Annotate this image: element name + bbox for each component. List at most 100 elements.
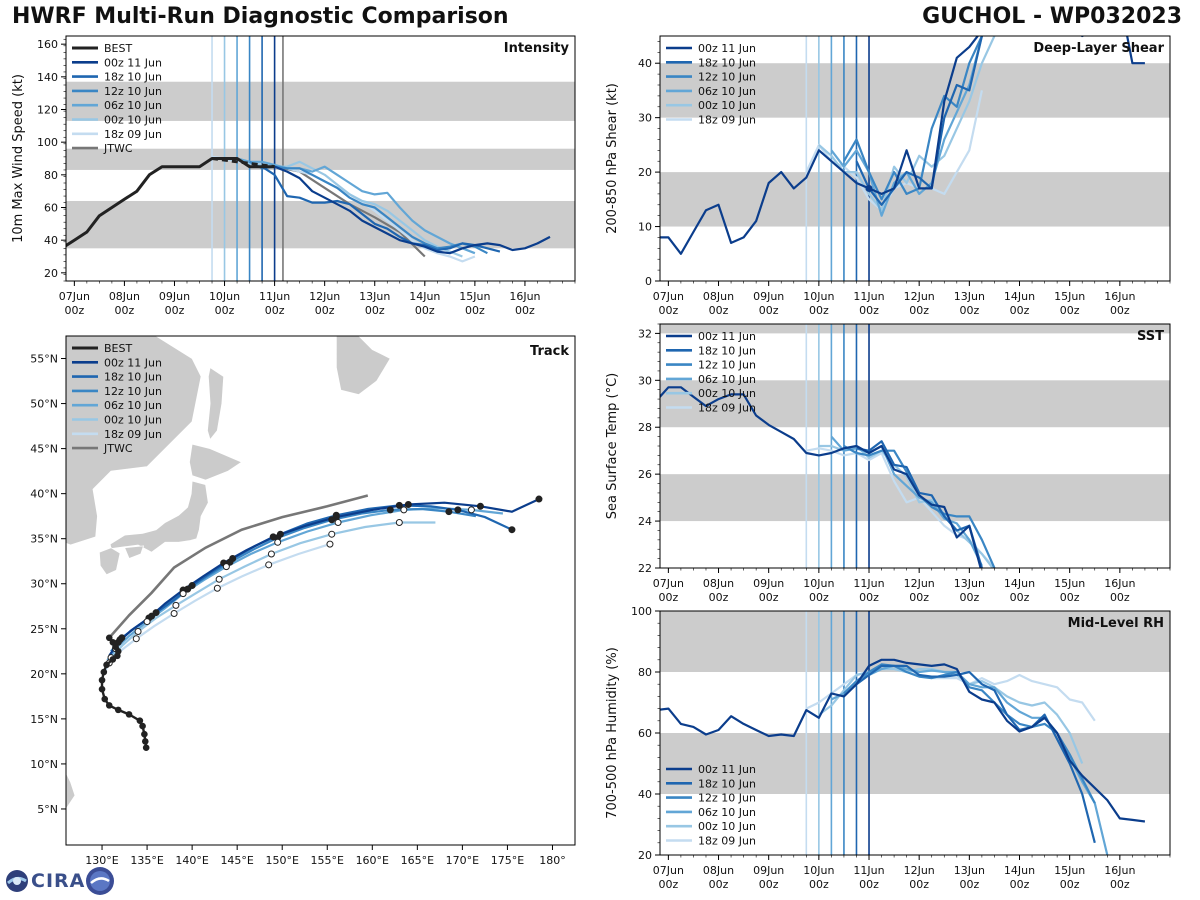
- lat-tick-label: 15°N: [30, 713, 58, 726]
- series-line-00z-11-jun: [660, 36, 1145, 255]
- x-tick-label: 11Jun 00z: [853, 864, 884, 891]
- track-point: [332, 511, 340, 519]
- track-point: [476, 502, 484, 510]
- track-point: [326, 540, 334, 548]
- legend-label: BEST: [104, 42, 132, 55]
- best-point: [141, 738, 149, 745]
- legend-label: 18z 10 Jun: [698, 56, 756, 69]
- track-point: [467, 506, 475, 514]
- land-kamchatka: [335, 336, 391, 396]
- lat-tick-label: 10°N: [30, 758, 58, 771]
- panel-rh: 20 40 60 80 100 07Jun 00z 08Jun 00z 09Jun 00z 10Jun…: [605, 605, 1171, 891]
- y-tick-label: 28: [638, 421, 652, 434]
- y-tick-label: 160: [37, 38, 58, 51]
- best-point: [114, 706, 122, 714]
- series-line-00z-10-jun: [818, 36, 996, 212]
- lat-tick-label: 30°N: [30, 578, 58, 591]
- x-tick-label: 07Jun 00z: [653, 577, 684, 604]
- legend-label: 18z 10 Jun: [104, 371, 162, 384]
- y-axis-label: 10m Max Wind Speed (kt): [11, 74, 26, 243]
- track-point: [386, 506, 394, 514]
- legend-label: 00z 11 Jun: [698, 330, 756, 343]
- axes-frame: [65, 335, 576, 846]
- x-tick-label: 16Jun 00z: [1104, 290, 1135, 317]
- legend-label: 06z 10 Jun: [698, 373, 756, 386]
- shaded-band: [660, 172, 1170, 227]
- x-tick-label: 14Jun 00z: [1004, 864, 1035, 891]
- track-point: [334, 518, 342, 526]
- legend-label: 18z 09 Jun: [104, 128, 162, 141]
- best-point: [100, 668, 108, 676]
- series-line-18z-10-jun: [855, 36, 983, 206]
- track-point: [132, 635, 140, 643]
- y-tick-label: 60: [44, 202, 58, 215]
- x-tick-label: 16Jun 00z: [1104, 864, 1135, 891]
- track-point: [152, 609, 160, 617]
- legend-label: 12z 10 Jun: [698, 792, 756, 805]
- x-tick-label: 07Jun 00z: [59, 290, 90, 317]
- track-point: [184, 585, 192, 593]
- y-tick-label: 22: [638, 562, 652, 575]
- legend-label: 18z 09 Jun: [104, 428, 162, 441]
- x-tick-label: 15Jun 00z: [1054, 290, 1085, 317]
- track-point: [404, 500, 412, 508]
- legend-label: 00z 10 Jun: [698, 99, 756, 112]
- track-point: [188, 582, 196, 590]
- lat-tick-label: 5°N: [37, 803, 58, 816]
- y-tick-label: 20: [638, 166, 652, 179]
- track-point: [265, 561, 273, 569]
- lon-tick-label: 145°E: [220, 854, 253, 867]
- y-tick-label: 80: [638, 666, 652, 679]
- lat-tick-label: 55°N: [30, 353, 58, 366]
- lon-tick-label: 150°E: [265, 854, 298, 867]
- shaded-band: [66, 148, 575, 170]
- best-point: [142, 744, 150, 752]
- legend-label: 12z 10 Jun: [104, 385, 162, 398]
- lon-tick-label: 165°E: [401, 854, 434, 867]
- lon-tick-label: 130°E: [85, 854, 118, 867]
- land-mindanao: [66, 772, 76, 810]
- x-tick-label: 09Jun 00z: [753, 290, 784, 317]
- track-point: [274, 538, 282, 546]
- track-point: [170, 609, 178, 617]
- land-sakhalin: [206, 366, 225, 441]
- x-tick-label: 14Jun 00z: [1004, 577, 1035, 604]
- track-point: [535, 495, 543, 503]
- panel-track: 130°E 135°E 140°E 145°E 150°E 155°E 160°E 165°E…: [30, 335, 576, 867]
- x-tick-label: 10Jun 00z: [803, 864, 834, 891]
- y-tick-label: 20: [638, 849, 652, 862]
- y-tick-label: 10: [638, 221, 652, 234]
- y-tick-label: 26: [638, 468, 652, 481]
- track-jtwc: [108, 494, 369, 639]
- lat-tick-label: 35°N: [30, 533, 58, 546]
- panel-title: SST: [1137, 329, 1164, 344]
- legend-label: 12z 10 Jun: [104, 85, 162, 98]
- track-point: [445, 508, 453, 516]
- legend-label: 00z 11 Jun: [698, 42, 756, 55]
- best-point: [141, 730, 148, 738]
- legend-label: 06z 10 Jun: [698, 806, 756, 819]
- best-point: [125, 711, 133, 718]
- series-line-06z-10-jun: [236, 157, 476, 255]
- land-shikoku: [124, 545, 145, 560]
- lon-tick-label: 160°E: [356, 854, 389, 867]
- x-tick-label: 09Jun 00z: [753, 864, 784, 891]
- legend-label: 00z 11 Jun: [698, 763, 756, 776]
- series-line-18z-10-jun: [856, 440, 983, 568]
- legend-label: 12z 10 Jun: [698, 359, 756, 372]
- x-tick-label: 15Jun 00z: [459, 290, 490, 317]
- x-tick-label: 14Jun 00z: [409, 290, 440, 317]
- axes-frame: [659, 35, 1171, 282]
- legend-label: 18z 09 Jun: [698, 402, 756, 415]
- best-point: [136, 717, 144, 724]
- x-tick-label: 13Jun 00z: [954, 290, 985, 317]
- y-tick-label: 120: [37, 104, 58, 117]
- best-point: [101, 695, 109, 703]
- x-tick-label: 07Jun 00z: [653, 864, 684, 891]
- legend-label: 00z 11 Jun: [104, 356, 162, 369]
- x-tick-label: 15Jun 00z: [1054, 864, 1085, 891]
- shaded-band: [660, 611, 1170, 672]
- y-tick-label: 20: [44, 267, 58, 280]
